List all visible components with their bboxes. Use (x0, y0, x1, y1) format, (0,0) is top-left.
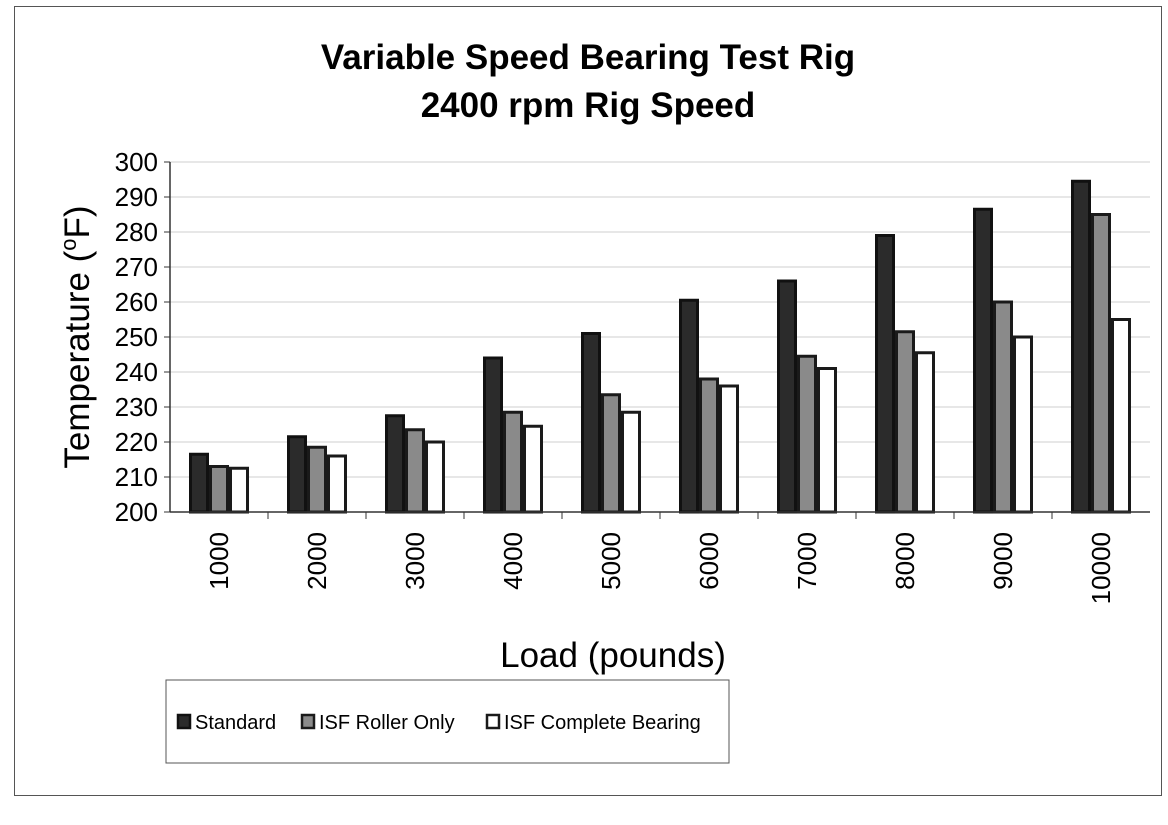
bars (189, 179, 1131, 514)
legend-swatch (176, 713, 192, 730)
bar (777, 279, 797, 514)
bar (209, 465, 229, 514)
bar (1071, 179, 1091, 514)
y-axis-label-before: Temperature ( (58, 250, 97, 468)
bar (287, 435, 307, 514)
bar (1111, 318, 1131, 514)
y-tick-label: 230 (115, 392, 158, 422)
bar (621, 410, 641, 514)
bar (1091, 213, 1111, 514)
legend-label: ISF Roller Only (319, 712, 455, 734)
bar (425, 440, 445, 514)
legend-box (165, 679, 730, 764)
x-tick-label: 9000 (988, 532, 1018, 590)
bar (797, 354, 817, 514)
legend-swatch (485, 713, 501, 730)
y-axis-label-degree: o (56, 238, 81, 250)
axes (169, 162, 1150, 513)
y-tick-labels: 200 210 220 230 240 250 260 270 280 290 300 (115, 147, 158, 527)
y-axis-label-after: F) (58, 205, 97, 238)
bar (699, 377, 719, 514)
legend-items: Standard ISF Roller Only ISF Complete Bear… (176, 712, 701, 734)
bar (189, 452, 209, 514)
bar (679, 298, 699, 514)
y-tick-label: 240 (115, 357, 158, 387)
bar (719, 384, 739, 514)
bar (915, 351, 935, 514)
y-tick-label: 260 (115, 287, 158, 317)
x-tick-label: 2000 (302, 532, 332, 590)
x-tick-labels: 1000 2000 3000 4000 5000 6000 7000 8000 9000 1000… (204, 532, 1116, 604)
bar (307, 445, 327, 514)
y-tick-label: 280 (115, 217, 158, 247)
x-tick-label: 7000 (792, 532, 822, 590)
x-tick-label: 1000 (204, 532, 234, 590)
legend-label: Standard (195, 712, 276, 734)
bar (385, 414, 405, 514)
y-tick-label: 270 (115, 252, 158, 282)
chart-title-line-1: Variable Speed Bearing Test Rig (321, 38, 855, 77)
bar (229, 466, 249, 514)
y-tick-label: 220 (115, 427, 158, 457)
bar (875, 234, 895, 514)
bar (817, 367, 837, 514)
legend-swatch (300, 713, 316, 730)
y-tick-label: 200 (115, 497, 158, 527)
bar (993, 300, 1013, 514)
x-axis-label: Load (pounds) (500, 636, 726, 675)
bar (327, 454, 347, 514)
bar (483, 356, 503, 514)
bar (503, 410, 523, 514)
x-tick-label: 10000 (1086, 532, 1116, 604)
y-tick-label: 250 (115, 322, 158, 352)
bar (405, 428, 425, 514)
bar (1013, 335, 1033, 514)
y-tick-label: 290 (115, 182, 158, 212)
bar (973, 207, 993, 514)
x-tick-label: 6000 (694, 532, 724, 590)
bar (523, 424, 543, 514)
x-tick-label: 3000 (400, 532, 430, 590)
x-tick-label: 4000 (498, 532, 528, 590)
legend-label: ISF Complete Bearing (504, 712, 701, 734)
bar (895, 330, 915, 514)
x-tick-label: 5000 (596, 532, 626, 590)
chart-title-line-2: 2400 rpm Rig Speed (421, 86, 756, 125)
legend: Standard ISF Roller Only ISF Complete Bear… (165, 679, 730, 764)
y-tick-label: 300 (115, 147, 158, 177)
y-tick-label: 210 (115, 462, 158, 492)
bar (581, 332, 601, 514)
x-tick-label: 8000 (890, 532, 920, 590)
y-axis-label: Temperature (oF) (56, 205, 97, 468)
bar (601, 393, 621, 514)
